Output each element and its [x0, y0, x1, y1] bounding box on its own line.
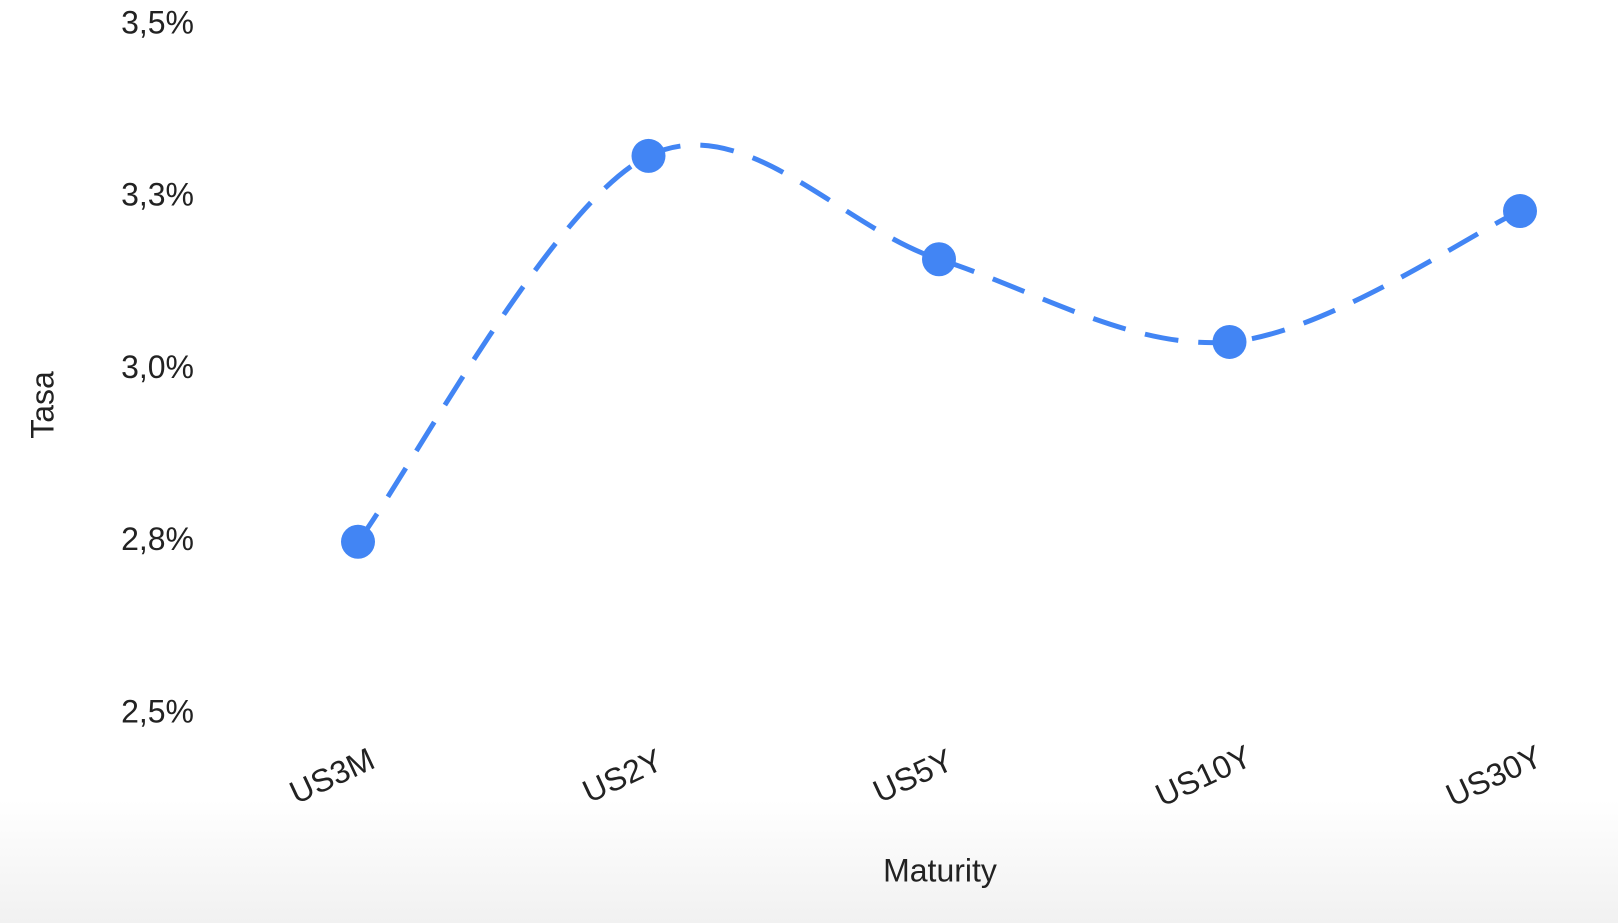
point	[922, 242, 956, 277]
background-fade	[0, 800, 1618, 923]
y-tick-label: 2,8%	[121, 521, 194, 557]
x-axis-label: Maturity	[883, 852, 997, 888]
y-axis-label: Tasa	[24, 371, 60, 439]
point	[1212, 324, 1247, 359]
y-tick-label: 3,3%	[121, 177, 194, 213]
line	[356, 142, 1522, 544]
x-tick-label: US5Y	[867, 742, 958, 810]
x-tick-label: US2Y	[577, 742, 668, 810]
y-tick-label: 3,0%	[121, 349, 194, 385]
y-tick-label: 2,5%	[121, 693, 194, 729]
y-tick-label: 3,5%	[121, 4, 194, 40]
point	[631, 138, 666, 173]
point	[341, 524, 375, 559]
point	[1503, 194, 1537, 229]
